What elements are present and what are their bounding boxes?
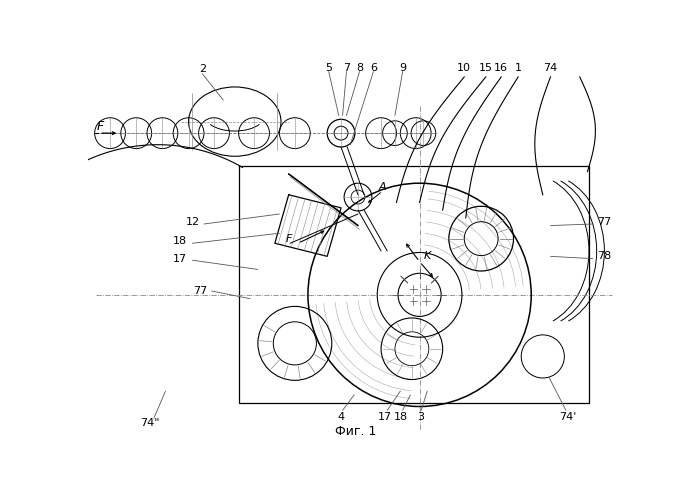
Text: 8: 8: [356, 62, 363, 72]
Text: 12: 12: [186, 216, 200, 226]
Text: 1: 1: [515, 62, 522, 72]
Text: 74": 74": [140, 418, 160, 428]
Text: 4: 4: [337, 412, 345, 422]
Text: 10: 10: [457, 62, 471, 72]
Text: 3: 3: [418, 412, 425, 422]
Text: A: A: [379, 182, 387, 192]
Text: 9: 9: [399, 62, 406, 72]
Text: 16: 16: [494, 62, 508, 72]
Text: 17: 17: [173, 254, 187, 264]
Text: 5: 5: [325, 62, 332, 72]
Text: 78: 78: [597, 252, 611, 262]
Text: 6: 6: [370, 62, 377, 72]
Text: 17: 17: [378, 412, 392, 422]
Text: 15: 15: [479, 62, 493, 72]
Text: K: K: [423, 252, 431, 262]
Text: 77: 77: [597, 216, 611, 226]
Text: 18: 18: [173, 236, 187, 246]
Text: 18: 18: [394, 412, 408, 422]
Text: F: F: [96, 120, 103, 134]
Text: 74': 74': [559, 412, 576, 422]
Text: 74: 74: [543, 62, 557, 72]
Text: 77: 77: [194, 286, 208, 296]
Text: 2: 2: [199, 64, 206, 74]
Text: Фиг. 1: Фиг. 1: [335, 424, 376, 438]
Text: F: F: [285, 234, 292, 243]
Text: 7: 7: [343, 62, 350, 72]
